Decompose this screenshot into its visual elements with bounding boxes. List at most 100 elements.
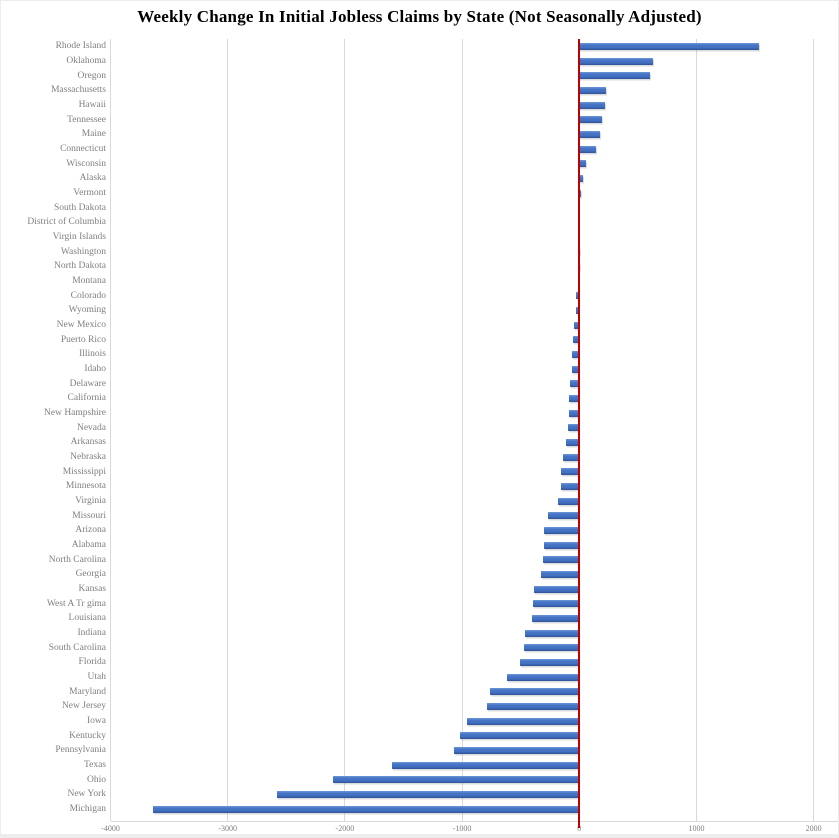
bar-rhode-island (579, 42, 759, 50)
bar-kansas (534, 585, 580, 593)
state-label: District of Columbia (27, 217, 106, 228)
bar-illinois (572, 350, 580, 358)
x-gridline (227, 39, 229, 821)
state-label: Virginia (75, 496, 106, 507)
state-label: Illinois (79, 349, 106, 360)
state-label: Nebraska (70, 452, 106, 463)
bar-missouri (547, 512, 580, 520)
bar-texas (392, 761, 580, 769)
bar-tennessee (579, 116, 602, 124)
state-label: New Hampshire (44, 408, 106, 419)
state-label: Alaska (79, 173, 106, 184)
state-label: Missouri (72, 510, 106, 521)
state-label: Iowa (87, 716, 106, 727)
state-label: Pennsylvania (55, 745, 106, 756)
x-axis-tick-label: -3000 (218, 824, 238, 833)
state-label: Alabama (71, 540, 106, 551)
state-label: Hawaii (78, 100, 106, 110)
bar-arizona (544, 526, 580, 534)
bar-oregon (579, 72, 651, 80)
bar-hawaii (579, 101, 606, 109)
state-label: Washington (60, 246, 106, 257)
bar-minnesota (560, 482, 580, 490)
bar-north-carolina (542, 556, 580, 564)
bar-new-jersey (486, 702, 580, 710)
bar-michigan (152, 805, 580, 813)
zero-line (578, 39, 581, 828)
bar-idaho (571, 365, 580, 373)
state-label: Massachusetts (51, 85, 106, 96)
state-label: Maine (81, 129, 106, 140)
bar-arkansas (566, 438, 580, 446)
bar-puerto-rico (573, 336, 580, 344)
bar-massachusetts (579, 86, 607, 94)
bar-wisconsin (579, 160, 587, 168)
bar-connecticut (579, 145, 596, 153)
bar-georgia (541, 570, 580, 578)
state-label: Montana (72, 276, 106, 287)
state-label: North Dakota (54, 261, 106, 272)
state-label: Utah (87, 672, 106, 683)
state-label: Tennessee (67, 114, 106, 125)
x-axis-tick-label: -2000 (335, 824, 355, 833)
state-label: West A Tr gima (46, 598, 106, 609)
bar-mississippi (561, 468, 580, 476)
x-gridline (461, 39, 463, 821)
bar-maryland (489, 688, 580, 696)
bar-west-a-tr-gima (532, 600, 580, 608)
state-label: New Jersey (61, 701, 106, 712)
state-label: Oregon (77, 70, 107, 81)
state-label: North Carolina (48, 554, 106, 565)
bar-iowa (467, 717, 580, 725)
bar-virginia (558, 497, 580, 505)
state-label: Wisconsin (66, 158, 106, 169)
bar-new-hampshire (568, 409, 580, 417)
bar-colorado (576, 292, 580, 300)
state-label: Wyoming (68, 305, 106, 316)
state-label: Virgin Islands (52, 232, 106, 243)
plot-right-border (837, 39, 838, 821)
state-label: Arizona (75, 525, 106, 536)
bar-alabama (543, 541, 580, 549)
bar-ohio (332, 776, 580, 784)
bar-california (569, 394, 580, 402)
bar-south-carolina (524, 644, 580, 652)
state-label: New Mexico (56, 320, 106, 331)
x-gridline (344, 39, 346, 821)
bar-kentucky (460, 732, 580, 740)
state-label: Louisiana (68, 613, 106, 624)
state-label: Indiana (77, 628, 107, 639)
bar-louisiana (532, 614, 580, 622)
state-label: Connecticut (60, 144, 106, 155)
bar-alaska (579, 174, 583, 182)
state-label: Maryland (69, 686, 106, 697)
bar-nevada (567, 424, 580, 432)
state-label: Puerto Rico (60, 334, 106, 345)
state-label: South Dakota (54, 202, 106, 213)
bar-utah (506, 673, 580, 681)
state-label: Ohio (87, 774, 106, 785)
x-axis-line (110, 821, 838, 822)
x-axis-tick-label: -1000 (452, 824, 472, 833)
state-label: Kansas (78, 584, 106, 595)
chart-title: Weekly Change In Initial Jobless Claims … (137, 7, 702, 26)
bar-indiana (524, 629, 580, 637)
state-label: Arkansas (70, 437, 106, 448)
state-label: Minnesota (65, 481, 106, 492)
x-gridline (813, 39, 815, 821)
state-label: Idaho (84, 364, 106, 375)
bar-pennsylvania (454, 746, 580, 754)
bar-maine (579, 130, 601, 138)
state-label: Mississippi (62, 466, 106, 477)
bar-wyoming (576, 306, 580, 314)
x-axis-tick-label: 1000 (688, 824, 705, 833)
state-label: Florida (78, 657, 106, 668)
x-axis-tick-label: 0 (577, 824, 582, 833)
state-label: Texas (83, 760, 106, 771)
state-label: California (67, 393, 106, 404)
bar-nebraska (563, 453, 580, 461)
state-label: Michigan (69, 804, 106, 815)
state-label: Delaware (69, 378, 106, 389)
